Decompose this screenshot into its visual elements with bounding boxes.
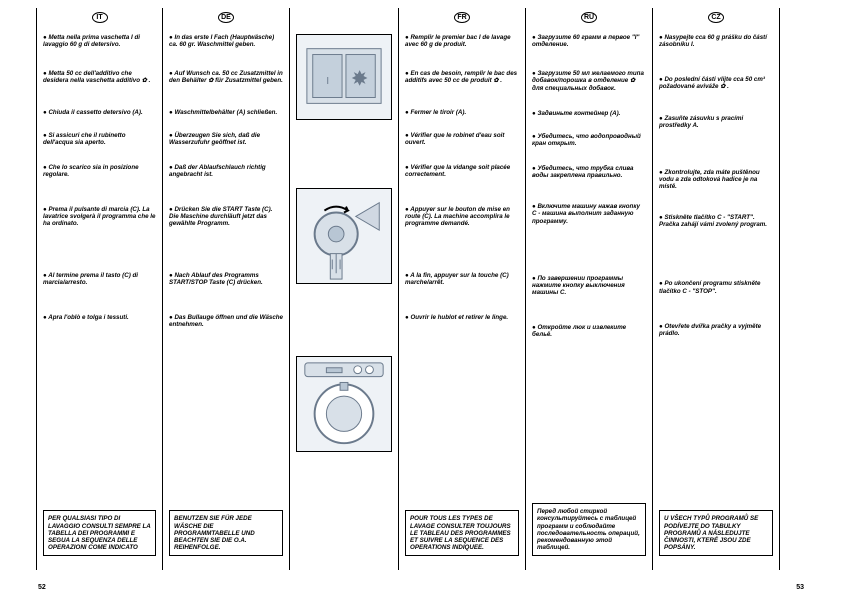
column-fr: FR Remplir le premier bac I de lavage av…	[399, 8, 526, 570]
summary-box: POUR TOUS LES TYPES DE LAVAGE CONSULTER …	[405, 510, 519, 556]
lang-badge: DE	[169, 12, 283, 26]
step: Zkontrolujte, zda máte puštěnou vodu a z…	[659, 169, 773, 190]
lang-badge: RU	[532, 12, 646, 26]
step: Po ukončení programu stiskněte tlačítko …	[659, 280, 773, 294]
step: Vérifier que le robinet d'eau soit ouver…	[405, 132, 519, 146]
water-tap-image	[296, 188, 392, 284]
step: Убедитесь, что трубка слива воды закрепл…	[532, 165, 646, 179]
step: A la fin, appuyer sur la touche (C) marc…	[405, 272, 519, 286]
detergent-drawer-image: I	[296, 34, 392, 120]
step: Waschmittelbehälter (A) schließen.	[169, 109, 283, 116]
step: Задвиньте контейнер (A).	[532, 110, 646, 117]
step: Daß der Ablaufschlauch richtig angebrach…	[169, 164, 283, 178]
step: In das erste I Fach (Hauptwäsche) ca. 60…	[169, 34, 283, 48]
step: Überzeugen Sie sich, daß die Wasserzufuh…	[169, 132, 283, 146]
page-number-right: 53	[796, 584, 804, 591]
step: Appuyer sur le bouton de mise en route (…	[405, 206, 519, 227]
step: Загрузите 60 грамм в первое "I" отделени…	[532, 34, 646, 48]
column-ru: RU Загрузите 60 грамм в первое "I" отдел…	[526, 8, 653, 570]
lang-badge: IT	[43, 12, 156, 26]
step: Al termine prema il tasto (C) di marcia/…	[43, 272, 156, 286]
step: Otevřete dvířka pračky a vyjměte prádlo.	[659, 323, 773, 337]
step: Drücken Sie die START Taste (C). Die Mas…	[169, 206, 283, 227]
step: Metta 50 cc dell'additivo che desidera n…	[43, 70, 156, 84]
step: Che lo scarico sia in posizione regolare…	[43, 164, 156, 178]
step: Zasuňte zásuvku s pracími prostředky A.	[659, 115, 773, 129]
column-de: DE In das erste I Fach (Hauptwäsche) ca.…	[163, 8, 290, 570]
page-number-left: 52	[38, 584, 46, 591]
step: Das Bullauge öffnen und die Wäsche entne…	[169, 314, 283, 328]
step: Nach Ablauf des Programms START/STOP Tas…	[169, 272, 283, 286]
step: Vérifier que la vidange soit placée corr…	[405, 164, 519, 178]
step: Nasypejte cca 60 g prášku do částí zásob…	[659, 34, 773, 48]
step: Apra l'oblò e tolga i tessuti.	[43, 314, 156, 321]
summary-box: BENUTZEN SIE FÜR JEDE WÄSCHE DIE PROGRAM…	[169, 510, 283, 556]
column-cz: CZ Nasypejte cca 60 g prášku do částí zá…	[653, 8, 780, 570]
step: Do poslední části vlijte cca 50 cm³ poža…	[659, 76, 773, 90]
column-it: IT Metta nella prima vaschetta I di lava…	[36, 8, 163, 570]
manual-spread: IT Metta nella prima vaschetta I di lava…	[0, 0, 842, 570]
step: Ouvrir le hublot et retirer le linge.	[405, 314, 519, 321]
svg-text:I: I	[326, 76, 329, 87]
column-images: I	[290, 8, 399, 570]
step: Включите машину нажав кнопку С - машина …	[532, 203, 646, 224]
step: Убедитесь, что водопроводный кран открыт…	[532, 133, 646, 147]
step: Si assicuri che il rubinetto dell'acqua …	[43, 132, 156, 146]
step: Remplir le premier bac I de lavage avec …	[405, 34, 519, 48]
summary-box: PER QUALSIASI TIPO DI LAVAGGIO CONSULTI …	[43, 510, 156, 556]
step: Загрузите 50 мл желаемого типа добавок/п…	[532, 70, 646, 91]
washing-machine-door-image	[296, 356, 392, 452]
step: Prema il pulsante di marcia (C). La lava…	[43, 206, 156, 227]
summary-box: U VŠECH TYPŮ PROGRAMŮ SE PODÍVEJTE DO TA…	[659, 510, 773, 556]
step: Fermer le tiroir (A).	[405, 109, 519, 116]
summary-box: Перед любой стиркой консультируйтесь с т…	[532, 503, 646, 556]
step: По завершении программы нажмите кнопку в…	[532, 275, 646, 296]
lang-badge: CZ	[659, 12, 773, 26]
lang-badge: FR	[405, 12, 519, 26]
step: En cas de besoin, remplir le bac des add…	[405, 70, 519, 84]
step: Chiuda il cassetto detersivo (A).	[43, 109, 156, 116]
step: Metta nella prima vaschetta I di lavaggi…	[43, 34, 156, 48]
step: Stiskněte tlačítko C - "START". Pračka z…	[659, 214, 773, 228]
step: Auf Wunsch ca. 50 cc Zusatzmittel in den…	[169, 70, 283, 84]
step: Откройте люк и извлеките бельё.	[532, 324, 646, 338]
